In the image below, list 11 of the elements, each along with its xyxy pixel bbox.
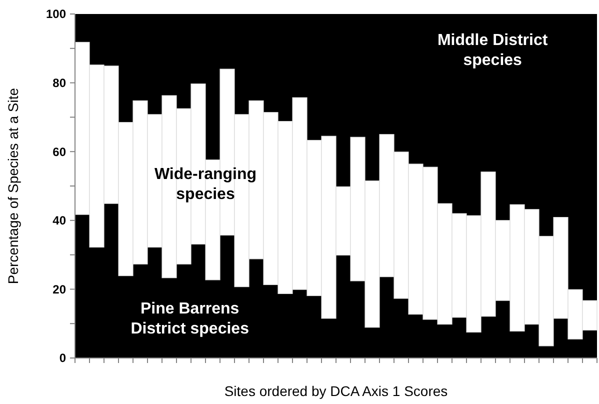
y-tick-label: 60 xyxy=(52,144,66,159)
y-axis-title: Percentage of Species at a Site xyxy=(5,88,21,284)
y-tick-label: 80 xyxy=(52,76,66,90)
series-label: Middle District species xyxy=(437,32,548,69)
series-label: Wide-ranging species xyxy=(154,166,257,204)
x-axis-title: Sites ordered by DCA Axis 1 Scores xyxy=(224,383,448,399)
y-tick-label: 100 xyxy=(46,7,66,22)
y-tick-label: 20 xyxy=(52,282,66,296)
y-tick-label: 0 xyxy=(59,351,66,366)
series-label: Pine Barrens District species xyxy=(130,300,250,338)
y-tick-label: 40 xyxy=(52,214,66,228)
